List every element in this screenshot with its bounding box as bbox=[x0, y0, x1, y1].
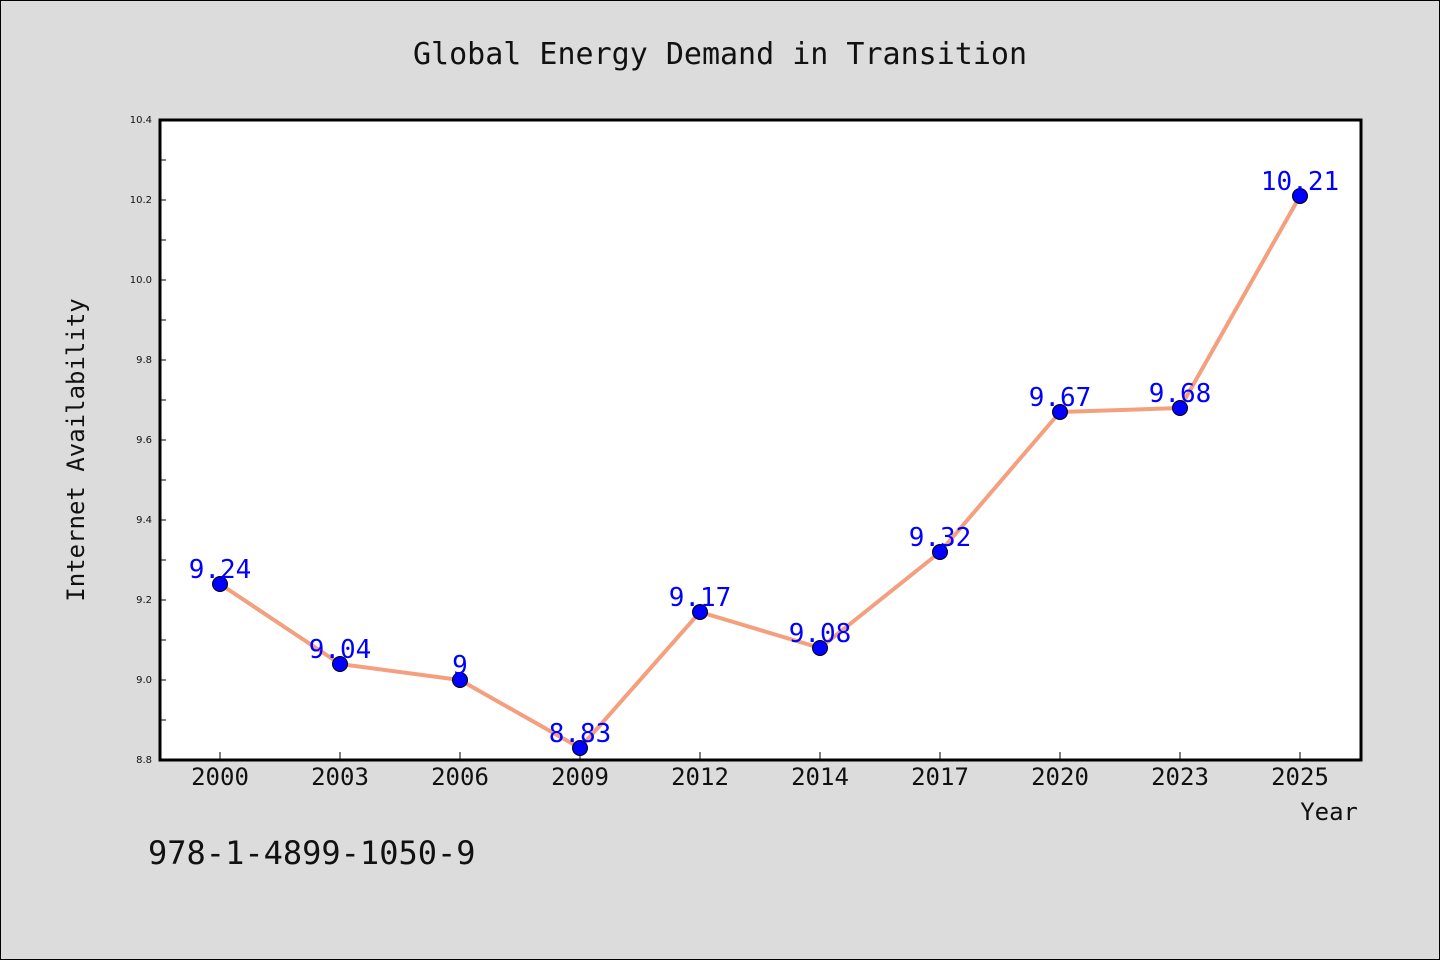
y-tick-label: 9.0 bbox=[136, 675, 152, 686]
y-tick-label: 8.8 bbox=[136, 755, 152, 766]
y-tick-label: 10.4 bbox=[130, 115, 152, 126]
x-tick-label: 2025 bbox=[1271, 763, 1329, 791]
y-tick-label: 9.2 bbox=[136, 595, 152, 606]
data-point bbox=[1052, 404, 1068, 420]
y-axis-label: Internet Availability bbox=[62, 298, 90, 601]
x-tick-label: 2023 bbox=[1151, 763, 1209, 791]
series-line bbox=[218, 195, 1302, 750]
x-tick-label: 2009 bbox=[551, 763, 609, 791]
data-label: 9.68 bbox=[1149, 379, 1212, 409]
data-label: 8.83 bbox=[549, 719, 612, 749]
data-labels-group: 9.24 9.04 9 8.83 9.17 9.08 9.32 9.67 9.68 10.21 bbox=[189, 167, 1339, 749]
x-tick-label: 2012 bbox=[671, 763, 729, 791]
data-label: 9.04 bbox=[309, 635, 372, 665]
x-axis-label: Year bbox=[1300, 798, 1358, 826]
data-point bbox=[932, 544, 948, 560]
data-label: 9.24 bbox=[189, 555, 252, 585]
x-tick-label: 2020 bbox=[1031, 763, 1089, 791]
chart-title: Global Energy Demand in Transition bbox=[413, 37, 1027, 72]
data-label: 9.17 bbox=[669, 583, 732, 613]
x-tick-label: 2006 bbox=[431, 763, 489, 791]
y-tick-label: 9.4 bbox=[136, 515, 152, 526]
y-tick-label: 10.0 bbox=[130, 275, 152, 286]
isbn-text: 978-1-4899-1050-9 bbox=[148, 834, 476, 872]
data-label: 9.08 bbox=[789, 619, 852, 649]
x-tick-label: 2014 bbox=[791, 763, 849, 791]
data-point bbox=[572, 740, 588, 756]
markers-group bbox=[212, 188, 1308, 756]
x-axis: 2000 2003 2006 2009 2012 2014 2017 2020 2023 2025 bbox=[191, 752, 1329, 791]
data-point bbox=[212, 576, 228, 592]
data-label: 9.32 bbox=[909, 523, 972, 553]
x-tick-label: 2000 bbox=[191, 763, 249, 791]
y-axis: 8.8 9.0 9.2 9.4 9.6 9.8 10.0 10.2 10.4 bbox=[130, 115, 166, 766]
plot-area bbox=[158, 118, 1363, 762]
data-point bbox=[692, 604, 708, 620]
data-point bbox=[452, 672, 468, 688]
data-point bbox=[332, 656, 348, 672]
data-label: 9 bbox=[452, 651, 468, 681]
x-tick-label: 2003 bbox=[311, 763, 369, 791]
y-tick-label: 9.8 bbox=[136, 355, 152, 366]
data-label: 10.21 bbox=[1261, 167, 1339, 197]
data-label: 9.67 bbox=[1029, 383, 1092, 413]
y-tick-label: 9.6 bbox=[136, 435, 152, 446]
data-point bbox=[812, 640, 828, 656]
series-line-group bbox=[218, 195, 1302, 750]
data-point bbox=[1172, 400, 1188, 416]
data-point bbox=[1292, 188, 1308, 204]
y-tick-label: 10.2 bbox=[130, 195, 152, 206]
x-tick-label: 2017 bbox=[911, 763, 969, 791]
